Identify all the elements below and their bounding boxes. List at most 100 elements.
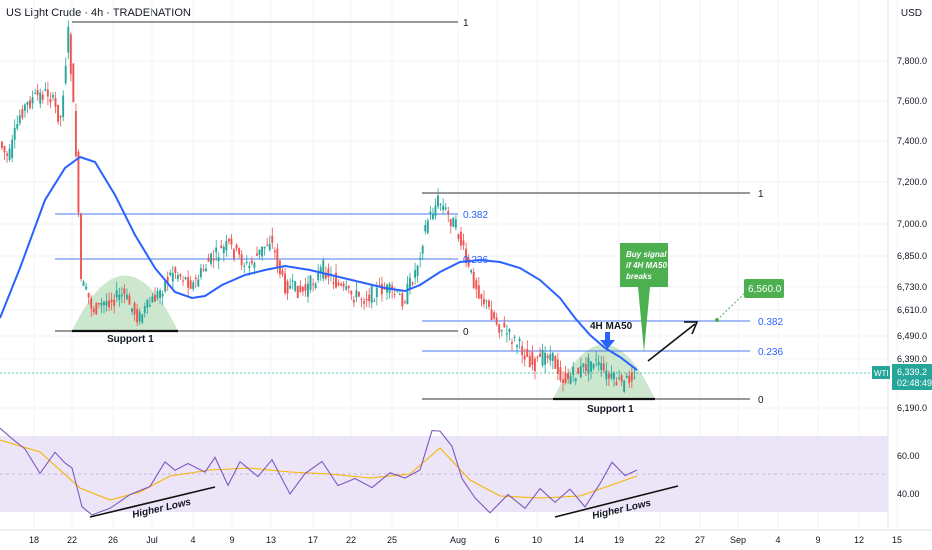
candle-body xyxy=(299,285,302,292)
time-tick-label: 18 xyxy=(29,535,39,545)
candle-body xyxy=(156,290,159,299)
candle-body xyxy=(18,115,21,124)
candle-body xyxy=(569,375,572,384)
candle-body xyxy=(380,283,383,295)
candle-body xyxy=(447,211,450,214)
candle-body xyxy=(304,284,307,291)
candle-body xyxy=(261,246,263,257)
rsi-line xyxy=(0,427,638,516)
buy-signal-callout[interactable] xyxy=(620,243,668,352)
candle-body xyxy=(59,115,62,118)
candle-body xyxy=(541,349,544,366)
candle-body xyxy=(600,363,603,370)
time-tick-label: 4 xyxy=(190,535,195,545)
candle-body xyxy=(215,247,218,253)
candle-body xyxy=(184,277,187,279)
candle-body xyxy=(187,277,190,288)
candle-body xyxy=(105,301,108,306)
target-price-box[interactable] xyxy=(744,279,784,298)
fib-label-0-right: 0 xyxy=(758,395,764,406)
time-tick-label: 9 xyxy=(229,535,234,545)
candle-body xyxy=(230,238,233,245)
fib-label-0382-right: 0.382 xyxy=(758,317,783,328)
candle-body xyxy=(610,373,613,379)
candle-body xyxy=(416,265,419,277)
candle-body xyxy=(375,287,378,298)
candle-body xyxy=(406,283,409,304)
candle-body xyxy=(355,290,358,298)
candle-body xyxy=(90,298,93,309)
candle-body xyxy=(31,97,34,104)
candle-body xyxy=(480,294,483,299)
candle-body xyxy=(233,248,235,259)
candle-body xyxy=(513,336,516,338)
candle-body xyxy=(424,225,427,232)
candle-body xyxy=(411,282,414,285)
candle-body xyxy=(429,211,432,214)
candle-body xyxy=(401,293,404,307)
candle-body xyxy=(54,98,57,107)
candle-body xyxy=(49,99,52,103)
price-tick-label: 6,490.0 xyxy=(897,331,927,341)
price-tick-label: 6,190.0 xyxy=(897,403,927,413)
ma-arrow-head xyxy=(600,340,615,349)
candle-body xyxy=(482,298,485,305)
candle-body xyxy=(630,372,633,382)
time-tick-label: 19 xyxy=(614,535,624,545)
candle-body xyxy=(421,246,424,254)
candle-body xyxy=(85,286,88,290)
price-tick-label: 7,000.0 xyxy=(897,219,927,229)
candle-body xyxy=(373,300,376,302)
candle-body xyxy=(434,205,437,216)
candle-body xyxy=(13,127,16,140)
candle-body xyxy=(475,280,478,290)
candle-body xyxy=(602,363,605,371)
fib-label-1-left: 1 xyxy=(463,18,469,29)
candle-body xyxy=(523,355,526,360)
candle-body xyxy=(567,373,569,379)
projection-arrow[interactable] xyxy=(647,323,696,362)
candle-body xyxy=(171,272,174,282)
candle-body xyxy=(618,377,620,379)
support-label-left: Support 1 xyxy=(107,334,154,345)
candle-body xyxy=(29,100,31,108)
candle-body xyxy=(554,356,557,369)
candle-body xyxy=(296,285,299,298)
candlesticks[interactable] xyxy=(1,20,636,394)
candle-body xyxy=(8,148,11,160)
rsi-trendline-right[interactable] xyxy=(554,485,679,518)
price-tick-label: 7,400.0 xyxy=(897,136,927,146)
time-tick-label: 26 xyxy=(108,535,118,545)
candle-body xyxy=(378,284,381,286)
time-tick-label: Jul xyxy=(146,535,158,545)
candle-body xyxy=(138,311,141,322)
candle-body xyxy=(449,218,452,227)
candle-body xyxy=(207,257,210,262)
rsi-trendline-left[interactable] xyxy=(89,486,216,518)
price-tick-label: 6,390.0 xyxy=(897,354,927,364)
candle-body xyxy=(350,290,353,295)
candle-body xyxy=(431,213,434,220)
time-tick-label: 17 xyxy=(308,535,318,545)
candle-body xyxy=(240,254,243,266)
fib-label-0382-mid: 0.382 xyxy=(463,210,488,221)
candle-body xyxy=(503,322,506,327)
currency-label[interactable]: USD xyxy=(900,8,922,19)
candle-body xyxy=(222,246,225,254)
candle-body xyxy=(182,280,184,282)
ma50-line[interactable] xyxy=(0,155,638,371)
candle-body xyxy=(118,294,121,300)
candle-body xyxy=(465,248,467,263)
candle-body xyxy=(243,265,246,267)
candle-body xyxy=(574,378,577,382)
candle-body xyxy=(161,293,164,297)
candle-body xyxy=(238,248,241,255)
candle-body xyxy=(166,276,169,283)
candle-body xyxy=(67,26,70,53)
candle-body xyxy=(587,357,590,374)
time-tick-label: 25 xyxy=(387,535,397,545)
candle-body xyxy=(268,243,271,250)
candle-body xyxy=(301,286,304,292)
candle-body xyxy=(289,285,292,289)
